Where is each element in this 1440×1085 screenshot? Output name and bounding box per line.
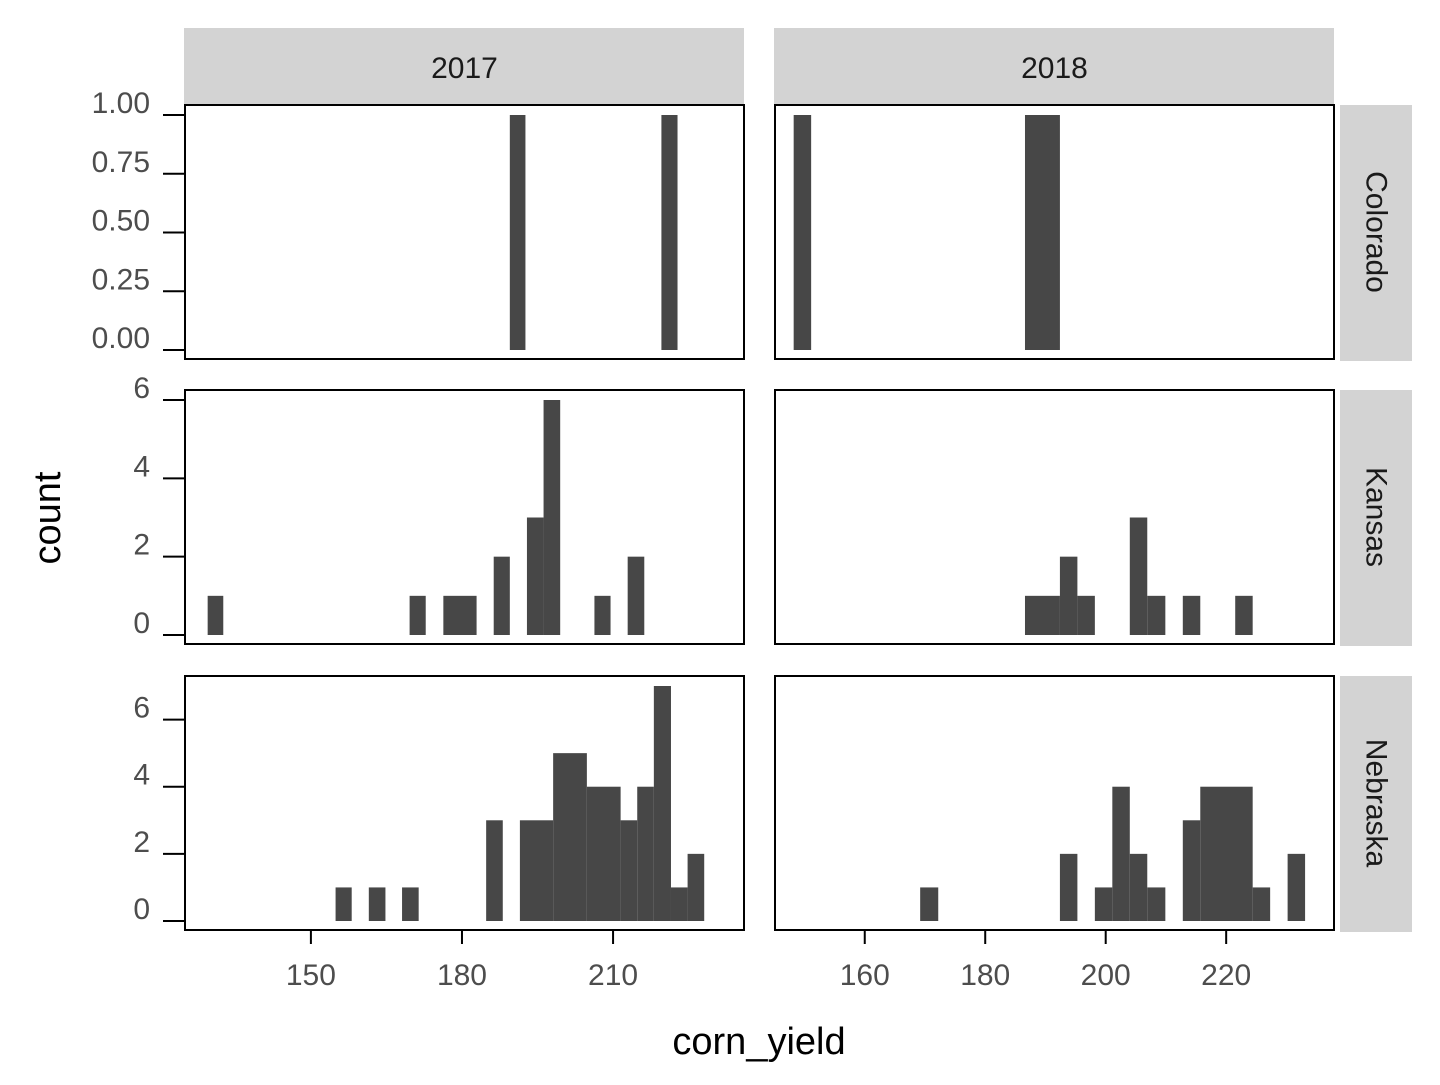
histogram-bar-nebraska-2017-6 bbox=[586, 786, 621, 921]
facet-strip-label-colorado: Colorado bbox=[1360, 171, 1393, 293]
histogram-bar-kansas-2017-3 bbox=[493, 556, 510, 635]
histogram-bar-colorado-2018-1 bbox=[1024, 115, 1060, 350]
panel-border-nebraska-2017 bbox=[184, 675, 745, 931]
histogram-bar-kansas-2017-4 bbox=[526, 517, 544, 635]
histogram-bar-nebraska-2017-3 bbox=[486, 820, 503, 921]
histogram-bar-nebraska-2017-11 bbox=[687, 853, 705, 921]
y-tick-label-colorado-2017-0: 0.00 bbox=[92, 322, 150, 355]
histogram-bar-nebraska-2018-0 bbox=[920, 887, 939, 921]
histogram-bar-nebraska-2018-7 bbox=[1200, 786, 1253, 921]
histogram-bar-nebraska-2017-0 bbox=[335, 887, 352, 921]
histogram-bar-nebraska-2018-8 bbox=[1252, 887, 1271, 921]
x-tick-label-nebraska-2018-2: 200 bbox=[1081, 959, 1131, 992]
histogram-bar-nebraska-2018-6 bbox=[1182, 820, 1201, 921]
histogram-bar-kansas-2018-5 bbox=[1182, 595, 1201, 635]
histogram-bar-kansas-2018-3 bbox=[1129, 517, 1148, 635]
histogram-bar-kansas-2017-1 bbox=[409, 595, 426, 635]
y-tick-label-nebraska-2017-2: 4 bbox=[133, 759, 150, 792]
histogram-bar-kansas-2017-0 bbox=[207, 595, 224, 635]
facet-strip-label-kansas: Kansas bbox=[1360, 467, 1393, 567]
histogram-bar-nebraska-2017-4 bbox=[519, 820, 554, 921]
histogram-bar-kansas-2017-7 bbox=[627, 556, 645, 635]
x-tick-label-nebraska-2017-2: 210 bbox=[588, 959, 638, 992]
y-tick-label-kansas-2017-0: 0 bbox=[133, 607, 150, 640]
y-tick-label-colorado-2017-3: 0.75 bbox=[92, 146, 150, 179]
facet-strip-colorado bbox=[1340, 105, 1412, 361]
histogram-bar-nebraska-2018-5 bbox=[1147, 887, 1166, 921]
y-tick-label-colorado-2017-4: 1.00 bbox=[92, 87, 150, 120]
y-tick-label-colorado-2017-2: 0.50 bbox=[92, 205, 150, 238]
histogram-bar-kansas-2018-1 bbox=[1059, 556, 1078, 635]
x-tick-label-nebraska-2018-1: 180 bbox=[960, 959, 1010, 992]
histogram-bar-kansas-2018-2 bbox=[1077, 595, 1095, 635]
histogram-bar-nebraska-2017-5 bbox=[553, 753, 587, 921]
x-tick-label-nebraska-2017-0: 150 bbox=[286, 959, 336, 992]
histogram-bar-colorado-2017-0 bbox=[509, 115, 526, 350]
histogram-bar-kansas-2018-6 bbox=[1235, 595, 1253, 635]
x-axis-title: corn_yield bbox=[672, 1021, 845, 1063]
panel-border-kansas-2017 bbox=[184, 389, 745, 645]
histogram-bar-kansas-2017-6 bbox=[594, 595, 611, 635]
histogram-bar-nebraska-2017-7 bbox=[620, 820, 638, 921]
panel-border-colorado-2018 bbox=[774, 104, 1335, 360]
facet-strip-label-2018: 2018 bbox=[1021, 52, 1088, 85]
facet-strip-kansas bbox=[1340, 390, 1412, 646]
panel-background-colorado-2017 bbox=[185, 105, 744, 359]
histogram-bar-kansas-2018-4 bbox=[1147, 595, 1166, 635]
panel-border-nebraska-2018 bbox=[774, 675, 1335, 931]
y-tick-label-nebraska-2017-0: 0 bbox=[133, 893, 150, 926]
histogram-bar-kansas-2018-0 bbox=[1024, 595, 1060, 635]
histogram-bar-nebraska-2017-2 bbox=[402, 887, 419, 921]
facet-strip-label-nebraska: Nebraska bbox=[1360, 739, 1393, 868]
x-tick-label-nebraska-2018-0: 160 bbox=[840, 959, 890, 992]
y-tick-label-nebraska-2017-1: 2 bbox=[133, 826, 150, 859]
histogram-bar-nebraska-2018-3 bbox=[1112, 786, 1130, 921]
x-tick-label-nebraska-2018-3: 220 bbox=[1201, 959, 1251, 992]
y-tick-label-kansas-2017-2: 4 bbox=[133, 450, 150, 483]
y-tick-label-colorado-2017-1: 0.25 bbox=[92, 263, 150, 296]
histogram-bar-kansas-2017-5 bbox=[543, 400, 561, 635]
panel-border-kansas-2018 bbox=[774, 389, 1335, 645]
y-tick-label-kansas-2017-3: 6 bbox=[133, 372, 150, 405]
x-tick-label-nebraska-2017-1: 180 bbox=[437, 959, 487, 992]
histogram-bar-nebraska-2017-9 bbox=[653, 686, 671, 921]
histogram-bar-nebraska-2018-9 bbox=[1287, 853, 1306, 921]
facet-strip-label-2017: 2017 bbox=[431, 52, 498, 85]
facet-strip-nebraska bbox=[1340, 676, 1412, 932]
y-tick-label-nebraska-2017-3: 6 bbox=[133, 692, 150, 725]
histogram-bar-nebraska-2017-10 bbox=[670, 887, 688, 921]
facet-strip-2018 bbox=[774, 28, 1334, 104]
facet-strip-2017 bbox=[184, 28, 744, 104]
y-tick-label-kansas-2017-1: 2 bbox=[133, 529, 150, 562]
histogram-bar-nebraska-2018-1 bbox=[1059, 853, 1078, 921]
histogram-bar-kansas-2017-2 bbox=[443, 595, 477, 635]
histogram-bar-nebraska-2018-4 bbox=[1129, 853, 1148, 921]
y-axis-title: count bbox=[27, 471, 69, 564]
histogram-bar-nebraska-2018-2 bbox=[1094, 887, 1113, 921]
histogram-bar-colorado-2017-1 bbox=[661, 115, 678, 350]
histogram-bar-nebraska-2017-8 bbox=[637, 786, 654, 921]
histogram-bar-nebraska-2017-1 bbox=[368, 887, 386, 921]
histogram-bar-colorado-2018-0 bbox=[793, 115, 812, 350]
